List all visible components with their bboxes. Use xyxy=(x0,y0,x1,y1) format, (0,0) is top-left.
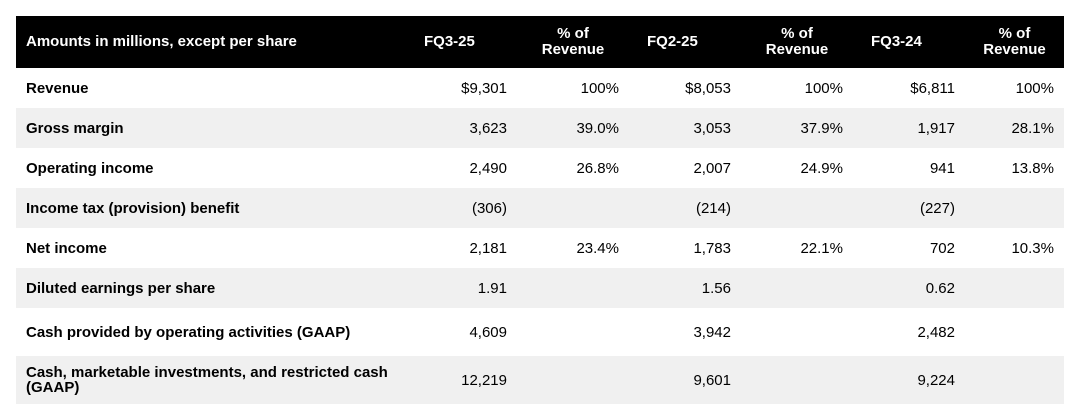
financial-table: Amounts in millions, except per share FQ… xyxy=(16,16,1064,404)
cell-value: 1.56 xyxy=(701,279,731,297)
cell-value xyxy=(517,308,629,356)
financial-summary: Amounts in millions, except per share FQ… xyxy=(16,16,1064,404)
header-fq3-25: FQ3-25 xyxy=(424,33,475,50)
table-row: Cash provided by operating activities (G… xyxy=(16,308,1064,356)
cell-value: 3,053 xyxy=(693,119,731,137)
cell-value: 22.1% xyxy=(800,239,843,257)
table-row: Diluted earnings per share 1.91 1.56 0.6… xyxy=(16,268,1064,308)
cell-value: (306) xyxy=(471,199,507,217)
cell-value xyxy=(741,356,853,404)
cell-value: $6,811 xyxy=(910,79,955,97)
cell-value: 1,917 xyxy=(917,119,955,137)
cell-value: $8,053 xyxy=(685,79,731,97)
row-label: Cash, marketable investments, and restri… xyxy=(26,364,388,396)
cell-value: 37.9% xyxy=(800,119,843,137)
cell-value xyxy=(517,356,629,404)
cell-value xyxy=(517,268,629,308)
cell-value: 12,219 xyxy=(461,371,507,389)
cell-value: (214) xyxy=(695,199,731,217)
cell-value: 24.9% xyxy=(800,159,843,177)
cell-value: 3,942 xyxy=(693,323,731,341)
table-row: Operating income 2,490 26.8% 2,007 24.9%… xyxy=(16,148,1064,188)
cell-value: 2,181 xyxy=(469,239,507,257)
cell-value: $9,301 xyxy=(461,79,507,97)
cell-value: 9,601 xyxy=(693,371,731,389)
cell-value: 26.8% xyxy=(576,159,619,177)
row-label: Net income xyxy=(26,239,107,257)
row-label: Cash provided by operating activities (G… xyxy=(26,323,351,341)
cell-value: 13.8% xyxy=(1011,159,1054,177)
cell-value xyxy=(741,188,853,228)
header-fq3-24: FQ3-24 xyxy=(871,33,922,50)
cell-value: 702 xyxy=(929,239,955,257)
header-pct-revenue-3: % of Revenue xyxy=(983,25,1046,58)
cell-value: (227) xyxy=(919,199,955,217)
cell-value: 2,007 xyxy=(693,159,731,177)
cell-value: 23.4% xyxy=(576,239,619,257)
cell-value: 4,609 xyxy=(469,323,507,341)
cell-value xyxy=(965,268,1064,308)
table-row: Gross margin 3,623 39.0% 3,053 37.9% 1,9… xyxy=(16,108,1064,148)
cell-value: 100% xyxy=(1015,79,1054,97)
cell-value xyxy=(517,188,629,228)
cell-value: 0.62 xyxy=(925,279,955,297)
cell-value: 39.0% xyxy=(576,119,619,137)
cell-value xyxy=(741,268,853,308)
cell-value: 100% xyxy=(580,79,619,97)
table-header-row: Amounts in millions, except per share FQ… xyxy=(16,16,1064,68)
cell-value: 941 xyxy=(929,159,955,177)
header-pct-revenue-1: % of Revenue xyxy=(541,25,605,58)
row-label: Revenue xyxy=(26,79,89,97)
cell-value: 1,783 xyxy=(693,239,731,257)
cell-value: 1.91 xyxy=(477,279,507,297)
row-label: Gross margin xyxy=(26,119,124,137)
row-label: Diluted earnings per share xyxy=(26,279,216,297)
cell-value: 10.3% xyxy=(1011,239,1054,257)
header-fq2-25: FQ2-25 xyxy=(647,33,698,50)
cell-value: 28.1% xyxy=(1011,119,1054,137)
header-pct-revenue-2: % of Revenue xyxy=(765,25,829,58)
cell-value: 100% xyxy=(804,79,843,97)
cell-value: 2,490 xyxy=(469,159,507,177)
table-row: Income tax (provision) benefit (306) (21… xyxy=(16,188,1064,228)
table-row: Net income 2,181 23.4% 1,783 22.1% 702 1… xyxy=(16,228,1064,268)
table-row: Cash, marketable investments, and restri… xyxy=(16,356,1064,404)
cell-value xyxy=(741,308,853,356)
table-row: Revenue $9,301 100% $8,053 100% $6,811 1… xyxy=(16,68,1064,108)
cell-value xyxy=(965,308,1064,356)
row-label: Income tax (provision) benefit xyxy=(26,199,240,217)
cell-value xyxy=(965,356,1064,404)
cell-value: 9,224 xyxy=(917,371,955,389)
cell-value xyxy=(965,188,1064,228)
cell-value: 3,623 xyxy=(469,119,507,137)
header-label: Amounts in millions, except per share xyxy=(26,33,297,50)
row-label: Operating income xyxy=(26,159,154,177)
cell-value: 2,482 xyxy=(917,323,955,341)
